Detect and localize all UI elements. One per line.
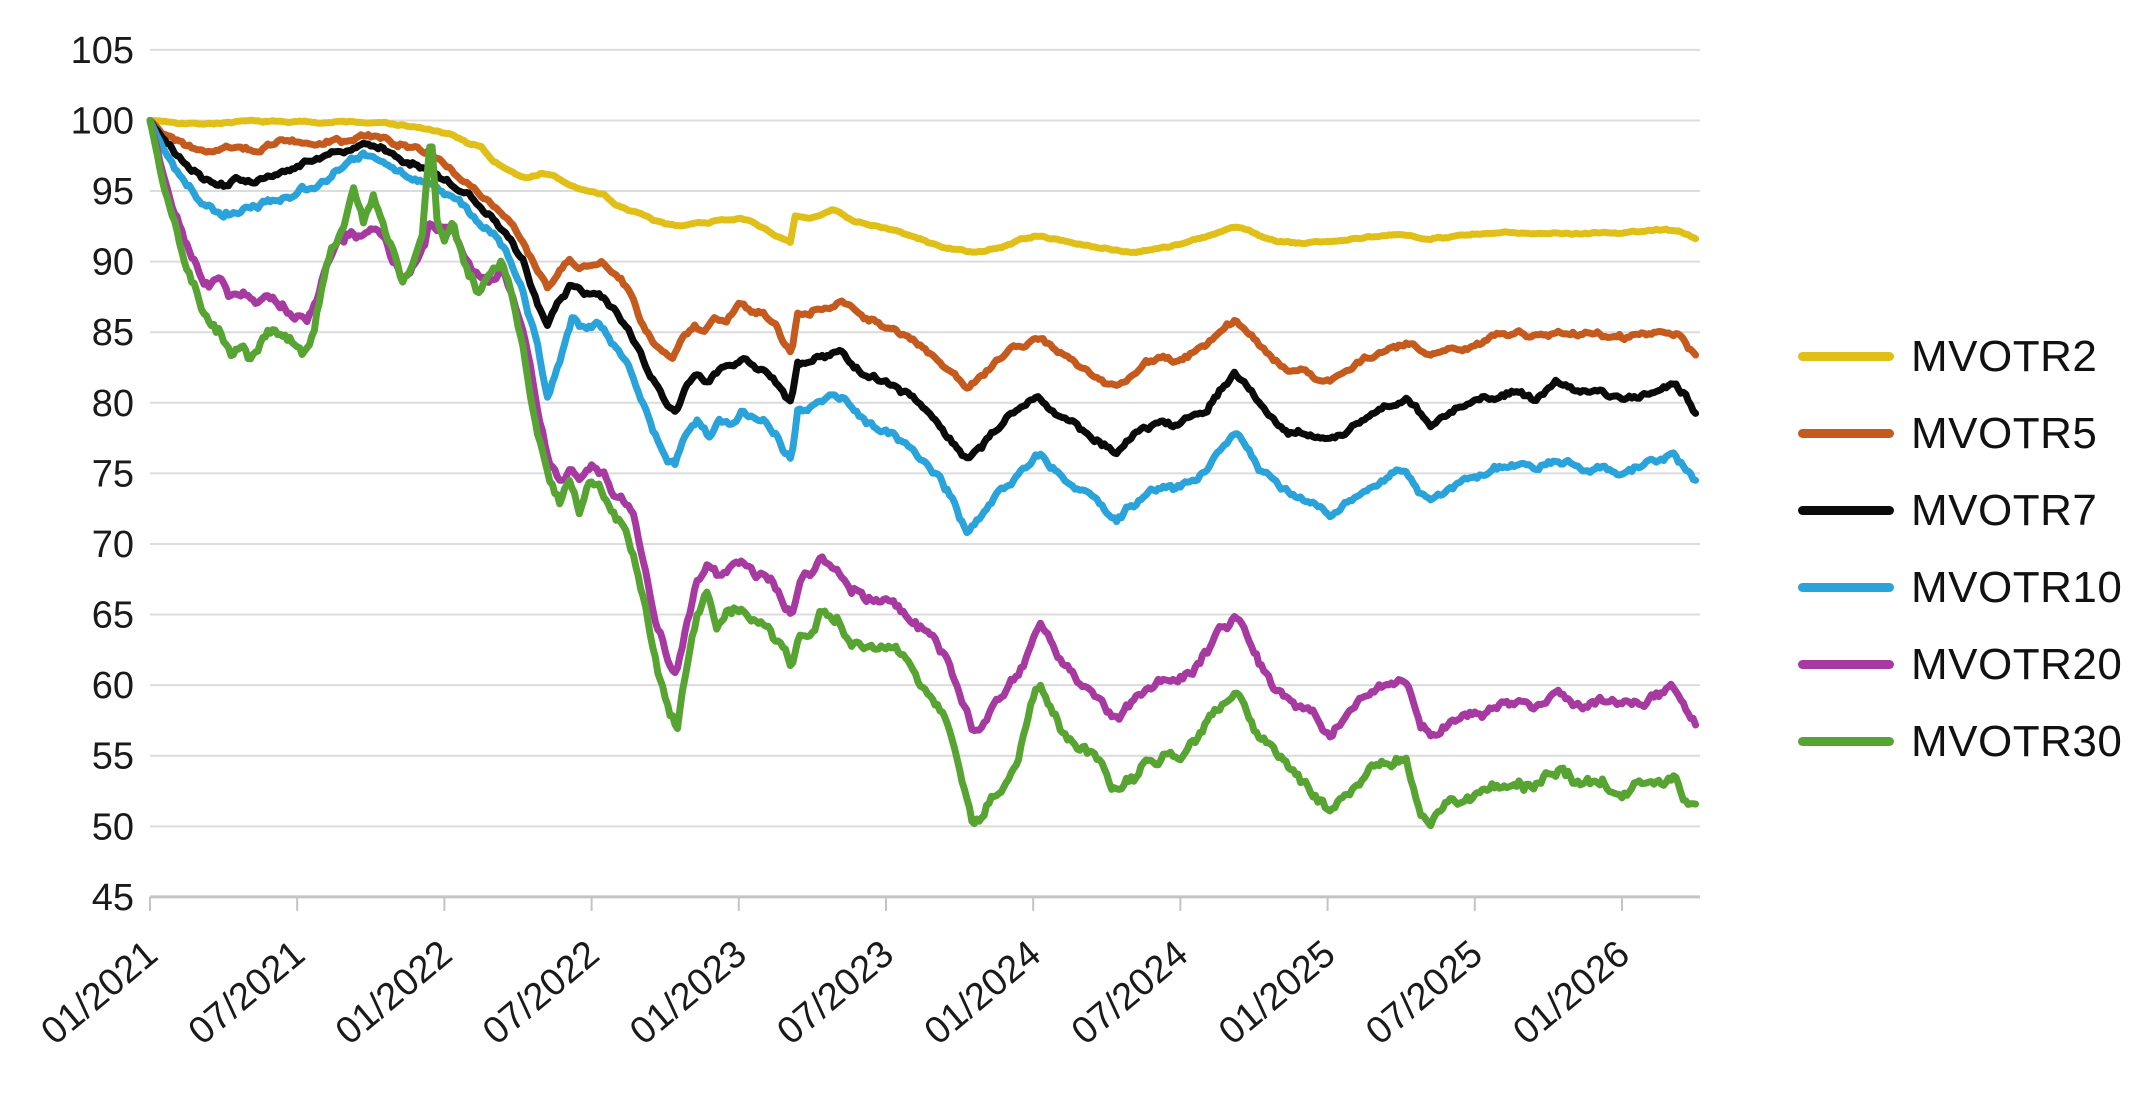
legend-swatch-MVOTR10 (1798, 583, 1894, 592)
series-line-MVOTR7 (146, 117, 1700, 462)
x-tick-label: 07/2023 (770, 933, 902, 1053)
legend-label: MVOTR20 (1911, 639, 2123, 689)
x-tick-label: 01/2024 (917, 933, 1049, 1053)
legend-swatch-MVOTR30 (1798, 737, 1894, 746)
x-tick-label: 07/2025 (1358, 933, 1490, 1053)
y-tick-label: 100 (71, 100, 134, 142)
legend-swatch-MVOTR2 (1798, 352, 1894, 361)
y-tick-label: 50 (92, 806, 134, 848)
y-tick-label: 45 (92, 877, 134, 919)
legend-swatch-MVOTR7 (1798, 506, 1894, 515)
y-tick-label: 80 (92, 383, 134, 425)
y-tick-label: 75 (92, 453, 134, 495)
series-line-MVOTR2 (146, 116, 1700, 256)
legend-label: MVOTR10 (1911, 562, 2123, 612)
legend-item-MVOTR10: MVOTR10 (1798, 549, 2122, 626)
legend-label: MVOTR2 (1911, 331, 2098, 381)
legend-item-MVOTR20: MVOTR20 (1798, 626, 2122, 703)
series-line-MVOTR10 (146, 117, 1700, 537)
legend-item-MVOTR7: MVOTR7 (1798, 472, 2122, 549)
x-tick-label: 01/2021 (34, 933, 166, 1053)
series-line-MVOTR5 (146, 117, 1700, 392)
series-line-MVOTR30 (146, 117, 1700, 830)
y-tick-label: 70 (92, 524, 134, 566)
x-tick-label: 01/2023 (622, 933, 754, 1053)
y-tick-label: 60 (92, 665, 134, 707)
x-tick-label: 07/2024 (1064, 933, 1196, 1053)
x-tick-label: 01/2026 (1506, 933, 1638, 1053)
legend-swatch-MVOTR5 (1798, 429, 1894, 438)
legend-label: MVOTR5 (1911, 408, 2098, 458)
legend-item-MVOTR30: MVOTR30 (1798, 703, 2122, 780)
legend-label: MVOTR30 (1911, 716, 2123, 766)
x-tick-label: 07/2021 (181, 933, 313, 1053)
legend-item-MVOTR5: MVOTR5 (1798, 395, 2122, 472)
y-tick-label: 95 (92, 171, 134, 213)
y-tick-label: 85 (92, 312, 134, 354)
y-tick-label: 90 (92, 242, 134, 284)
chart-legend: MVOTR2 MVOTR5 MVOTR7 MVOTR10 MVOTR20 MVOTR30 (1798, 318, 2122, 780)
legend-swatch-MVOTR20 (1798, 660, 1894, 669)
legend-label: MVOTR7 (1911, 485, 2098, 535)
y-tick-label: 55 (92, 736, 134, 778)
x-tick-label: 01/2025 (1211, 933, 1343, 1053)
y-tick-label: 65 (92, 595, 134, 637)
legend-item-MVOTR2: MVOTR2 (1798, 318, 2122, 395)
x-tick-label: 01/2022 (328, 933, 460, 1053)
x-tick-label: 07/2022 (475, 933, 607, 1053)
y-tick-label: 105 (71, 30, 134, 72)
